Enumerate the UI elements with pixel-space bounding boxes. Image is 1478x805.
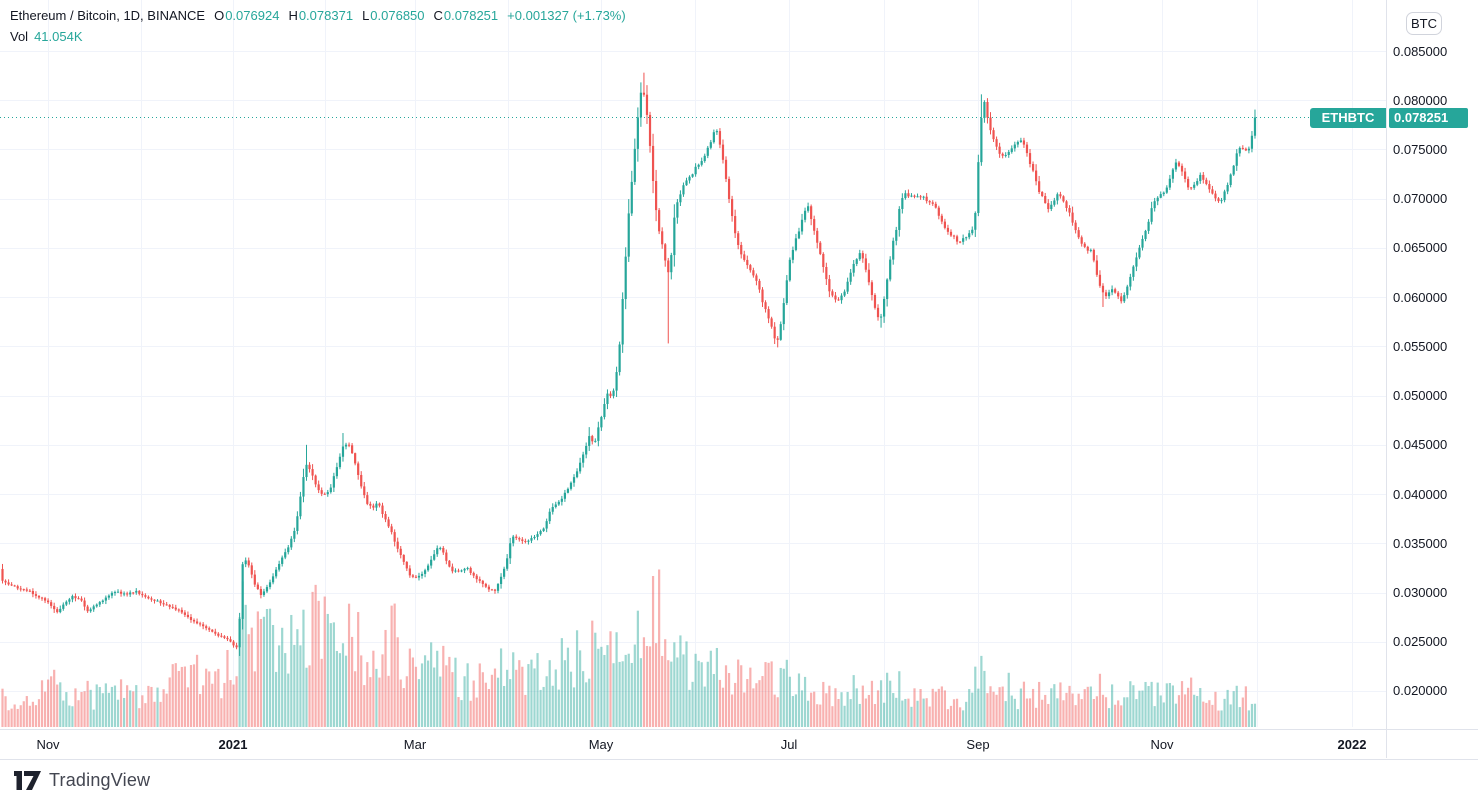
last-price-symbol-badge: ETHBTC [1310,108,1386,128]
price-axis-label: 0.030000 [1393,585,1448,601]
tradingview-logo-text: TradingView [49,770,151,790]
price-axis-label: 0.050000 [1393,388,1448,404]
ohlc-open: O 0.076924 [214,8,280,23]
price-axis-label: 0.060000 [1393,289,1448,305]
price-axis-label: 0.055000 [1393,338,1448,354]
time-axis-label: Mar [403,737,427,752]
ohlc-low: L 0.076850 [362,8,425,23]
time-axis-label: Nov [1150,737,1174,752]
price-axis-label: 0.085000 [1393,43,1448,59]
price-chart-canvas[interactable] [0,0,1386,727]
price-axis-label: 0.020000 [1393,683,1448,699]
time-axis-label: Jul [780,737,798,752]
price-axis-label: 0.025000 [1393,634,1448,650]
price-axis-label: 0.035000 [1393,535,1448,551]
axis-separator [1386,0,1387,758]
symbol-title[interactable]: Ethereum / Bitcoin, 1D, BINANCE [10,8,206,23]
chart-legend: Ethereum / Bitcoin, 1D, BINANCE O 0.07692… [10,8,626,45]
change-value: +0.001327 (+1.73%) [507,8,626,23]
currency-unit-button[interactable]: BTC [1406,12,1442,35]
ohlc-close: C 0.078251 [433,8,499,23]
time-axis-label: 2021 [218,737,248,752]
time-axis-label: 2022 [1337,737,1367,752]
time-axis-label: Sep [966,737,990,752]
tradingview-logo-icon [14,771,41,790]
last-price-badge: 0.078251 [1389,108,1468,128]
price-axis-label: 0.080000 [1393,92,1448,108]
price-axis-label: 0.070000 [1393,191,1448,207]
time-axis[interactable]: Nov 2021 Mar May Jul Sep Nov 2022 [0,729,1478,760]
volume-label[interactable]: Vol [10,29,29,44]
price-axis-label: 0.040000 [1393,486,1448,502]
time-axis-label: May [588,737,614,752]
time-axis-label: Nov [36,737,60,752]
price-axis-label: 0.045000 [1393,437,1448,453]
price-axis-label: 0.075000 [1393,141,1448,157]
tradingview-logo[interactable]: TradingView [14,770,150,791]
volume-value: 41.054K [34,29,83,44]
ohlc-high: H 0.078371 [288,8,354,23]
price-axis-label: 0.065000 [1393,240,1448,256]
